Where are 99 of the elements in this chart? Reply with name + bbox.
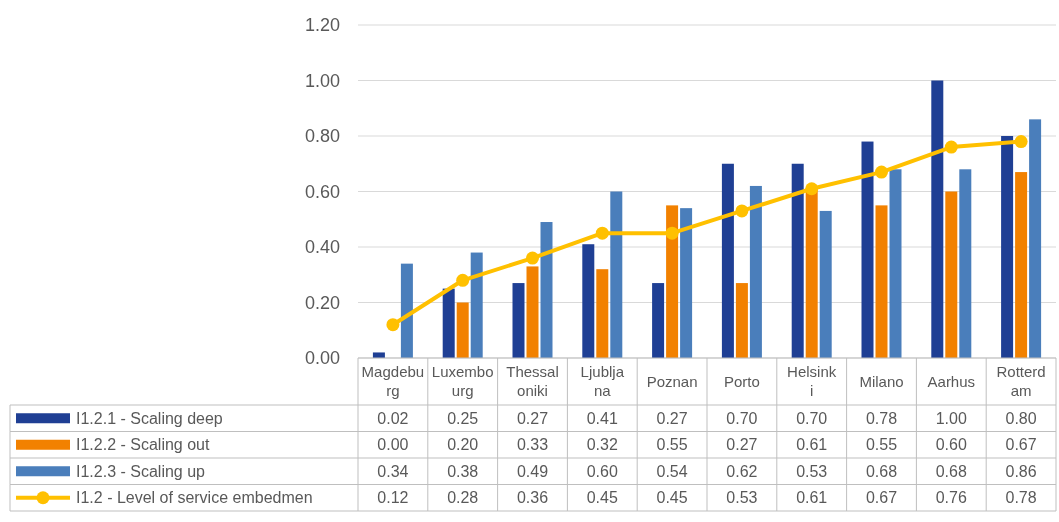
bar [889,169,902,358]
x-tick-label: Thessaloniki [506,363,559,400]
data-label: 0.68 [865,462,898,480]
x-tick-label: Poznan [646,372,698,390]
x-tick-label: Porto [723,372,760,390]
bar [596,269,609,358]
legend-label: I1.2 - Level of service embedmen [76,489,313,507]
data-label: 0.49 [516,462,549,480]
data-label: 0.20 [447,436,479,454]
data-label: 0.80 [1005,409,1037,427]
bar [610,191,623,358]
bar [456,302,469,358]
bar [875,205,888,358]
data-label: 0.28 [447,489,479,507]
data-label: 0.78 [1005,489,1037,507]
data-label: 0.27 [656,409,688,427]
bar [749,185,762,358]
data-label: 1.00 [935,409,967,427]
point [735,204,749,218]
data-label: 0.12 [377,489,409,507]
bar [1001,136,1014,358]
data-label: 0.86 [1005,462,1037,480]
data-label: 0.68 [935,462,967,480]
x-tick-label: Helsinki [787,363,837,400]
bar [959,169,972,358]
data-label: 0.32 [586,436,618,454]
bar [470,252,483,358]
data-label: 0.70 [726,409,758,427]
data-label: 0.00 [377,436,409,454]
point [456,273,470,287]
point [665,226,679,240]
point [386,318,400,332]
bar [652,283,665,358]
y-tick-label: 1.20 [304,15,340,36]
data-label: 0.53 [796,462,828,480]
bar [680,208,693,358]
bar [666,205,679,358]
data-label: 0.34 [377,462,409,480]
data-label: 0.45 [586,489,618,507]
data-label: 0.41 [586,409,618,427]
y-tick-label: 1.00 [304,70,340,91]
bar [791,163,804,358]
data-label: 0.27 [726,436,758,454]
bar [372,352,385,358]
data-label: 0.55 [656,436,688,454]
bar [861,141,874,358]
data-label: 0.62 [726,462,758,480]
data-label: 0.36 [516,489,549,507]
bar [400,263,413,358]
bar [819,210,832,358]
data-label: 0.67 [865,489,898,507]
data-label: 0.33 [516,436,549,454]
data-label: 0.38 [447,462,479,480]
legend-label: I1.2.2 - Scaling out [76,436,210,454]
point [1014,135,1028,149]
data-label: 0.54 [656,462,688,480]
x-tick-label: Aarhus [927,372,976,390]
bar [931,80,944,358]
bar [1015,172,1028,358]
y-tick-label: 0.40 [304,237,340,258]
data-label: 0.78 [865,409,898,427]
point [526,251,539,265]
bar [442,288,455,358]
bar [512,283,525,358]
y-tick-label: 0.60 [304,181,340,202]
x-tick-label: Ljubljana [580,363,625,400]
x-tick-label: Luxembourg [431,363,494,400]
legend-label: I1.2.3 - Scaling up [76,462,206,480]
point [875,165,888,179]
x-tick-label: Magdeburg [361,363,425,400]
y-tick-label: 0.80 [304,126,340,147]
data-label: 0.70 [796,409,828,427]
point [595,226,609,240]
bar [582,244,595,358]
data-label: 0.61 [796,489,828,507]
x-tick-label: Rotterdam [996,363,1046,400]
bar [526,266,539,358]
legend-label: I1.2.1 - Scaling deep [76,409,223,427]
data-label: 0.60 [586,462,618,480]
data-label: 0.76 [935,489,967,507]
data-label: 0.61 [796,436,828,454]
data-label: 0.53 [726,489,758,507]
data-label: 0.27 [516,409,549,427]
x-tick-label: Milano [859,372,904,390]
bar [721,163,734,358]
bar [1029,119,1042,358]
data-label: 0.02 [377,409,409,427]
bar [735,283,748,358]
point [805,182,819,196]
data-label: 0.25 [447,409,479,427]
bar [540,222,553,358]
data-label: 0.60 [935,436,967,454]
y-tick-label: 0.00 [304,348,340,369]
y-tick-label: 0.20 [304,292,340,313]
data-label: 0.67 [1005,436,1037,454]
bar [945,191,958,358]
data-label: 0.55 [865,436,898,454]
data-label: 0.45 [656,489,688,507]
point [944,140,958,154]
